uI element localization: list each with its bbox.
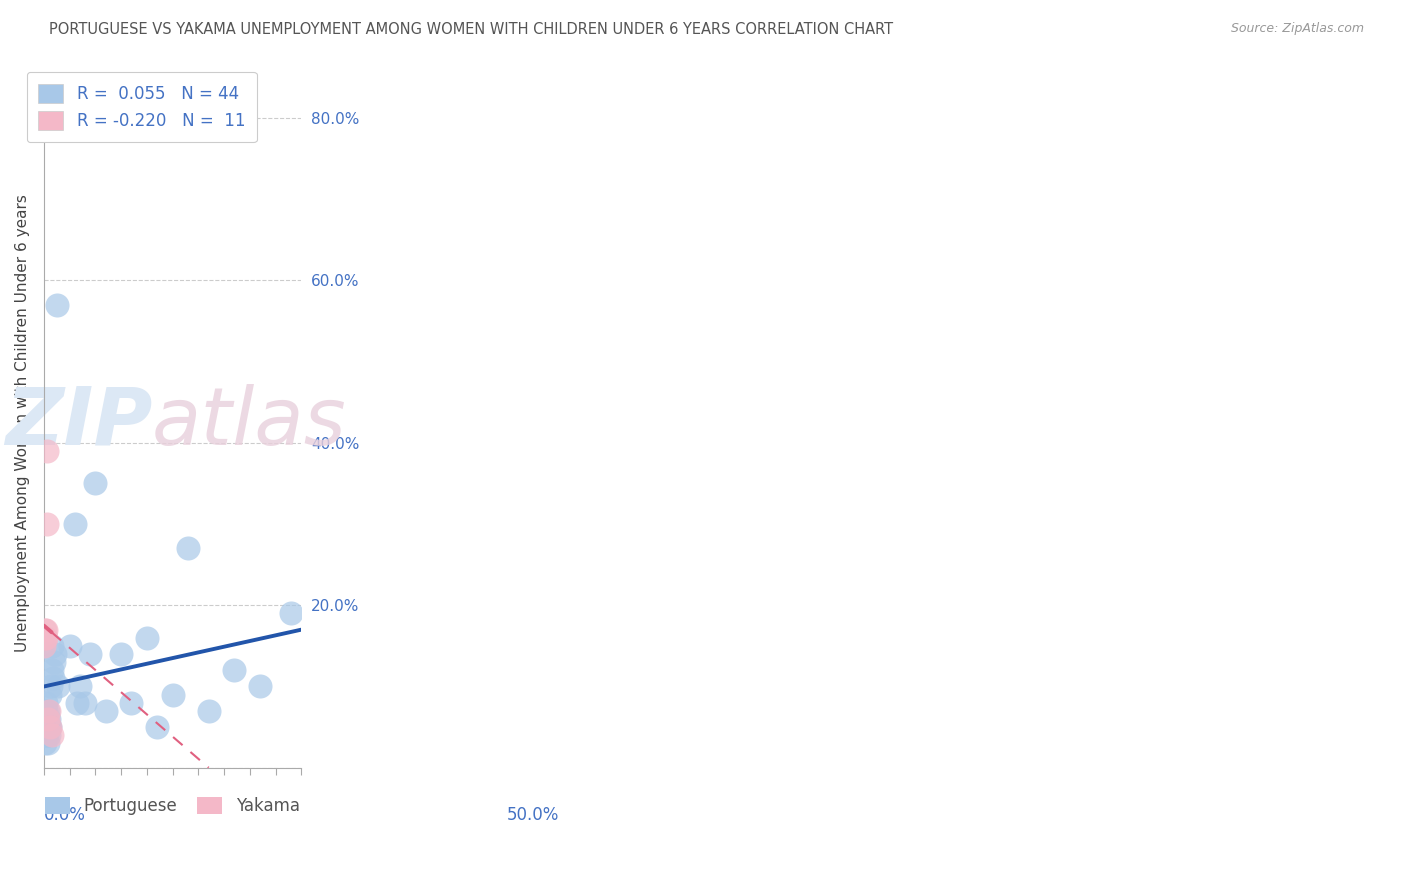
Legend: Portuguese, Yakama: Portuguese, Yakama (39, 790, 307, 822)
Point (37, 712, 59, 726)
Point (38, 728, 60, 742)
Point (249, 680, 271, 694)
Point (35, 720, 58, 734)
Point (35, 444, 58, 458)
Point (197, 704, 219, 718)
Point (280, 607, 302, 621)
Point (44, 655, 66, 669)
Text: 0.0%: 0.0% (44, 805, 86, 823)
Point (69, 680, 91, 694)
Point (79, 647, 101, 661)
Point (41, 728, 63, 742)
Point (35, 631, 58, 645)
Point (34, 728, 56, 742)
Point (34, 712, 56, 726)
Point (34, 736, 56, 750)
Point (42, 672, 65, 686)
Point (34, 639, 56, 653)
Point (94, 704, 117, 718)
Point (38, 704, 60, 718)
Point (38, 720, 60, 734)
Point (177, 541, 200, 556)
Point (34, 720, 56, 734)
Point (59, 639, 82, 653)
Point (135, 631, 157, 645)
Text: 50.0%: 50.0% (506, 805, 558, 823)
Point (37, 720, 59, 734)
Point (39, 688, 62, 702)
Point (84, 476, 107, 491)
Point (34, 631, 56, 645)
Point (37, 704, 59, 718)
Y-axis label: Unemployment Among Women with Children Under 6 years: Unemployment Among Women with Children U… (15, 194, 30, 651)
Point (44, 647, 66, 661)
Point (35, 623, 58, 637)
Point (38, 712, 60, 726)
Point (41, 639, 63, 653)
Point (38, 720, 60, 734)
Point (63, 517, 86, 532)
Point (35, 728, 58, 742)
Text: PORTUGUESE VS YAKAMA UNEMPLOYMENT AMONG WOMEN WITH CHILDREN UNDER 6 YEARS CORREL: PORTUGUESE VS YAKAMA UNEMPLOYMENT AMONG … (49, 22, 893, 37)
Point (35, 728, 58, 742)
Point (110, 647, 132, 661)
Point (224, 663, 246, 677)
Point (45, 298, 67, 312)
Point (39, 720, 62, 734)
Point (162, 688, 184, 702)
Point (39, 680, 62, 694)
Point (66, 696, 89, 710)
Point (41, 663, 63, 677)
Point (37, 517, 59, 532)
Point (46, 680, 69, 694)
Point (35, 712, 58, 726)
Point (37, 736, 59, 750)
Point (35, 696, 58, 710)
Text: atlas: atlas (152, 384, 347, 461)
Point (120, 696, 142, 710)
Point (35, 704, 58, 718)
Point (75, 696, 97, 710)
Text: Source: ZipAtlas.com: Source: ZipAtlas.com (1230, 22, 1364, 36)
Point (146, 720, 169, 734)
Text: ZIP: ZIP (4, 384, 152, 461)
Point (34, 623, 56, 637)
